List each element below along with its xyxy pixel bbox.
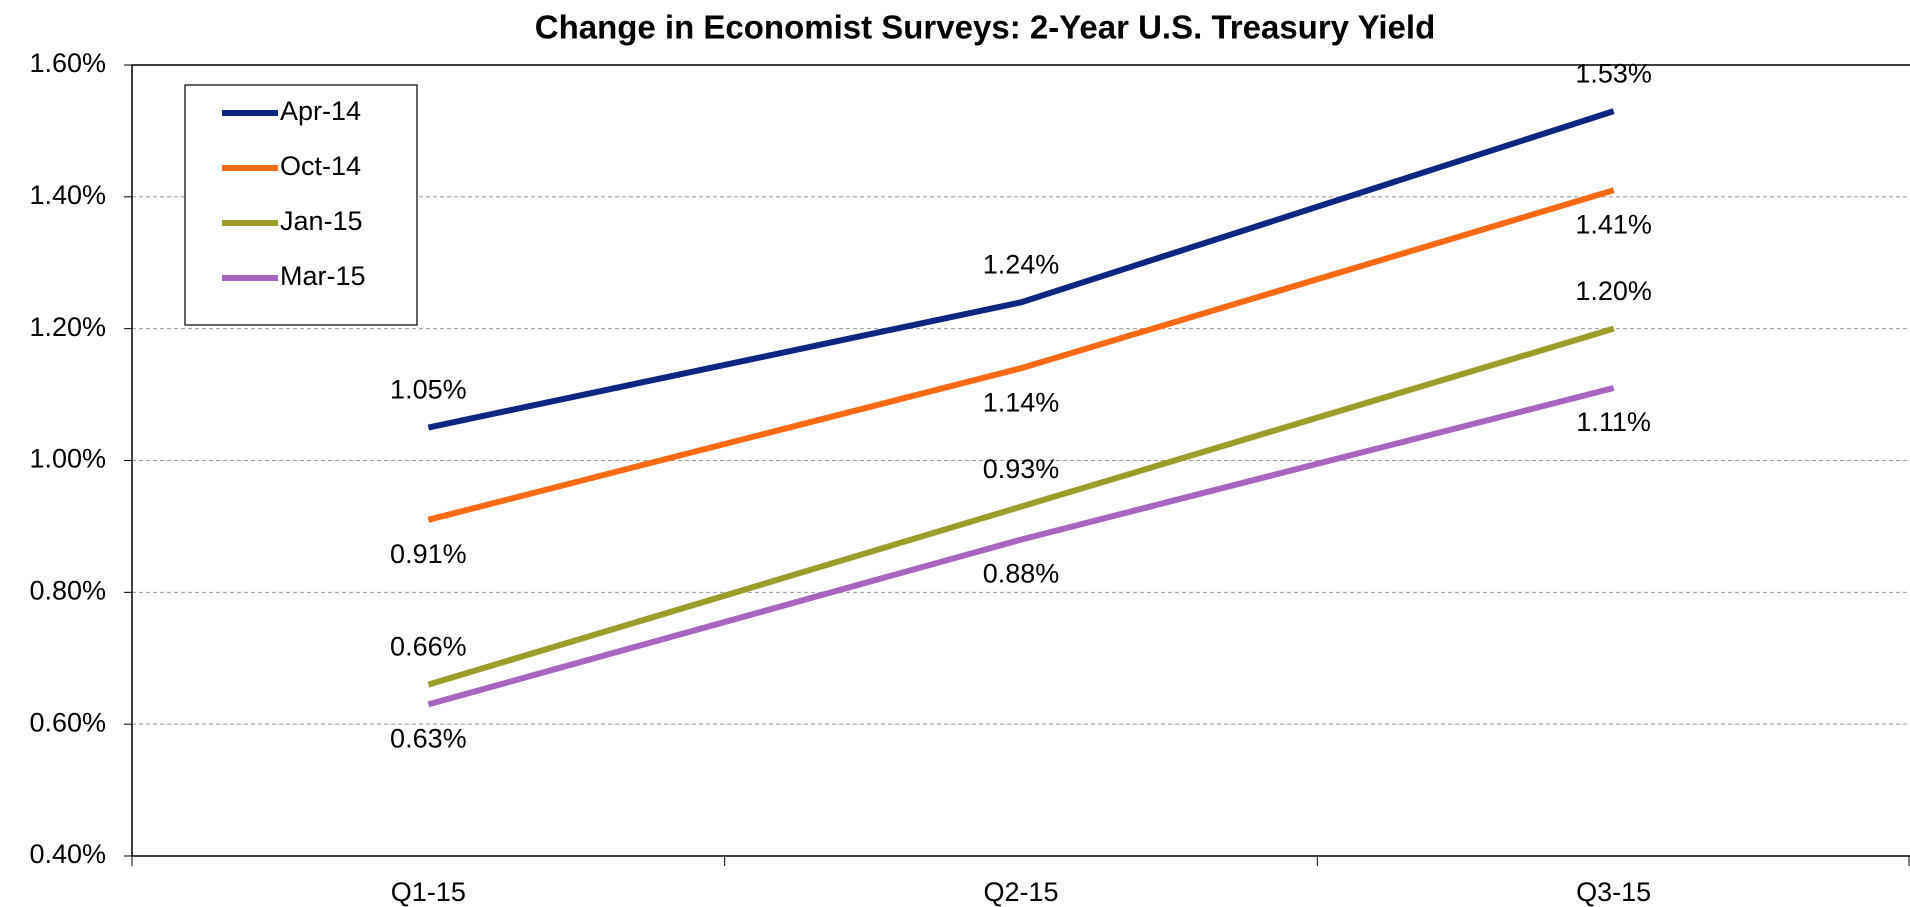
data-label: 0.91% (390, 539, 467, 569)
data-label: 1.53% (1575, 58, 1652, 88)
legend-label: Apr-14 (280, 96, 361, 126)
y-tick-label: 0.40% (29, 839, 106, 869)
y-tick-label: 1.20% (29, 312, 106, 342)
y-tick-label: 0.80% (29, 575, 106, 605)
legend-label: Mar-15 (280, 261, 366, 291)
y-tick-label: 0.60% (29, 707, 106, 737)
data-label: 0.93% (983, 454, 1060, 484)
legend-label: Jan-15 (280, 206, 363, 236)
series-line (427, 187, 1615, 523)
y-tick-label: 1.40% (29, 180, 106, 210)
x-tick-label: Q2-15 (983, 877, 1058, 907)
data-label: 1.14% (983, 387, 1060, 417)
x-tick-label: Q3-15 (1576, 877, 1651, 907)
data-label: 0.63% (390, 724, 467, 754)
series-line (427, 385, 1615, 708)
y-tick-label: 1.00% (29, 444, 106, 474)
data-label: 1.41% (1575, 209, 1652, 239)
series-line (427, 108, 1615, 431)
data-label: 1.11% (1576, 407, 1651, 437)
data-label: 0.66% (390, 632, 467, 662)
data-label: 1.05% (390, 375, 467, 405)
chart-title: Change in Economist Surveys: 2-Year U.S.… (535, 9, 1436, 46)
legend-label: Oct-14 (280, 151, 361, 181)
series-line (427, 325, 1615, 688)
data-label: 1.20% (1575, 276, 1652, 306)
legend-box (184, 84, 418, 326)
data-label: 0.88% (983, 559, 1060, 589)
data-label: 1.24% (983, 249, 1060, 279)
x-tick-label: Q1-15 (391, 877, 466, 907)
y-tick-label: 1.60% (29, 48, 106, 78)
